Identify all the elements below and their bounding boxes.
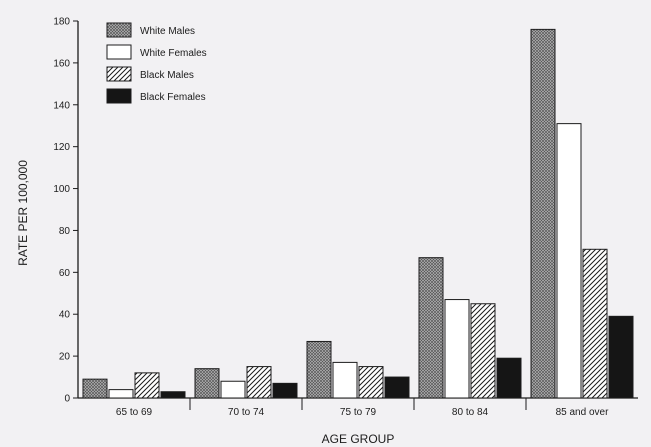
bar-black-females (384, 376, 410, 399)
bar-white-males (306, 340, 332, 399)
bar-black-males (246, 366, 272, 399)
bar-black-males (470, 303, 496, 399)
y-axis-title: RATE PER 100,000 (16, 160, 30, 266)
legend-label: White Females (140, 48, 207, 59)
x-tick-label: 75 to 79 (340, 407, 377, 418)
bar-white-females (332, 361, 358, 399)
y-tick-label: 120 (53, 142, 70, 153)
y-tick-label: 40 (59, 310, 71, 321)
legend-swatch-white-females (106, 44, 132, 60)
bar-white-males (194, 368, 220, 399)
bar-white-females (220, 380, 246, 399)
bar-black-females (608, 315, 634, 399)
tick-labels: 0 20 40 60 80 100 120 140 160 180 65 to 69 70 to 74… (53, 17, 609, 419)
bar-black-females (272, 382, 298, 399)
bar-white-males (418, 257, 444, 399)
x-axis-title: AGE GROUP (322, 432, 395, 446)
y-tick-label: 80 (59, 226, 71, 237)
bar-white-males (530, 28, 556, 399)
x-tick-label: 70 to 74 (228, 407, 265, 418)
bar-white-males (82, 378, 108, 399)
bar-black-females (160, 391, 186, 399)
legend-label: Black Females (140, 92, 206, 103)
bar-black-females (496, 357, 522, 399)
y-tick-label: 180 (53, 17, 70, 28)
legend-label: Black Males (140, 70, 194, 81)
x-tick-label: 65 to 69 (116, 407, 153, 418)
legend-swatch-white-males (106, 22, 132, 38)
y-tick-label: 140 (53, 100, 70, 111)
bar-white-females (556, 123, 582, 399)
bar-white-females (108, 389, 134, 399)
bar-black-males (358, 366, 384, 399)
bar-black-males (134, 372, 160, 399)
y-tick-label: 0 (64, 394, 70, 405)
legend-swatch-black-males (106, 66, 132, 82)
x-tick-label: 80 to 84 (452, 407, 489, 418)
bars (82, 28, 634, 399)
legend-label: White Males (140, 26, 195, 37)
y-tick-label: 160 (53, 58, 70, 69)
legend-swatch-black-females (106, 88, 132, 104)
x-tick-label: 85 and over (556, 407, 609, 418)
bar-black-males (582, 248, 608, 399)
bar-white-females (444, 299, 470, 399)
y-tick-label: 60 (59, 268, 71, 279)
y-tick-label: 100 (53, 184, 70, 195)
legend: White Males White Females Black Males Black… (106, 22, 207, 104)
y-tick-label: 20 (59, 352, 71, 363)
